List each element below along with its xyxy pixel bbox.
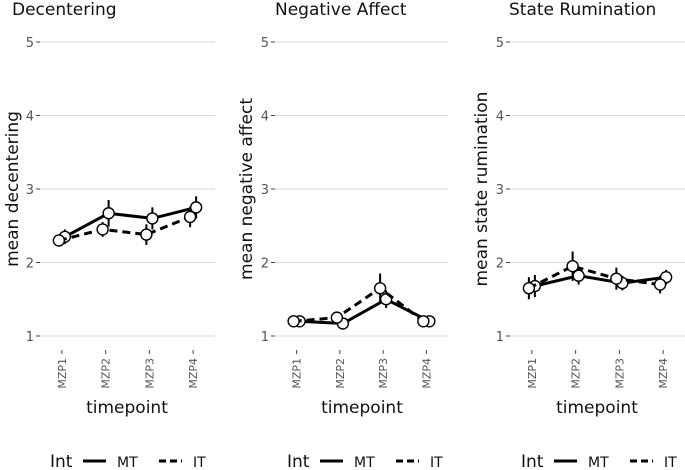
x-tick-label: MZP1 [56,358,69,389]
x-tick-label: MZP1 [526,358,539,389]
legend-label: IT [430,455,443,470]
x-axis-label: timepoint [321,398,403,418]
panel-negative-affect: Negative Affect 1 2 3 4 5 MZP1 MZP2 MZP3 MZP4 mean… [237,0,448,418]
y-tick-label: 3 [26,183,34,198]
legend: Int MT IT [287,452,443,470]
legend-label: MT [117,455,138,470]
y-tick-label: 1 [26,330,34,345]
series-mt [528,266,673,298]
data-point [146,212,159,225]
series-line [58,215,191,242]
data-point [140,228,153,241]
series-line [64,205,197,239]
data-point [610,272,623,285]
x-tick-label: MZP4 [187,358,200,389]
x-tick-label: MZP2 [570,358,583,389]
legend-title: Int [521,452,544,470]
data-point [653,278,667,291]
x-tick-label: MZP4 [657,358,670,389]
x-tick-label: MZP2 [100,358,113,389]
data-point [417,315,430,328]
legend-label: IT [193,455,206,470]
y-axis-label: mean decentering [3,111,23,267]
chart-title: State Rumination [509,0,656,20]
legend: Int MT IT [50,452,206,470]
y-tick-label: 2 [26,257,34,272]
legend-label: MT [354,455,375,470]
data-point [522,282,536,295]
data-point [330,311,344,324]
data-point [183,210,197,224]
y-tick-label: 5 [496,36,504,51]
x-axis-label: timepoint [86,398,168,418]
y-tick-label: 4 [26,110,34,125]
y-tick-label: 4 [496,110,504,125]
data-point [52,234,66,247]
y-tick-label: 5 [26,36,34,51]
y-tick-label: 4 [261,110,269,125]
panel-decentering: Decentering 1 2 3 4 5 MZP1 MZP2 MZP3 MZP4 mean dec… [3,0,215,418]
series-it [522,251,667,300]
x-tick-label: MZP4 [420,358,433,389]
y-tick-label: 5 [261,36,269,51]
panel-state-rumination: State Rumination 1 2 3 4 5 MZP1 MZP2 MZP3 MZP4 mea… [472,0,685,418]
data-point [287,315,300,328]
y-axis-label: mean negative affect [237,98,257,280]
series-it [287,273,430,328]
y-tick-label: 2 [261,257,269,272]
data-point [96,223,109,236]
data-point [373,282,387,295]
data-point [102,207,115,220]
data-point [566,259,579,273]
x-axis-label: timepoint [556,398,638,418]
x-tick-label: MZP2 [334,358,347,389]
x-tick-label: MZP3 [613,358,626,389]
series-line [534,274,667,288]
legend-label: IT [664,455,677,470]
series-line [293,286,425,323]
y-tick-label: 2 [496,257,504,272]
x-tick-label: MZP1 [291,358,304,389]
y-tick-label: 3 [261,183,269,198]
y-tick-label: 1 [496,330,504,345]
series-line [528,264,661,290]
legend-title: Int [287,452,310,470]
series-it [52,206,197,247]
y-tick-label: 1 [261,330,269,345]
legend-title: Int [50,452,73,470]
chart-title: Negative Affect [275,0,407,20]
x-tick-label: MZP3 [377,358,390,389]
legend-label: MT [588,455,609,470]
legend: Int MT IT [521,452,677,470]
x-tick-label: MZP3 [143,358,156,389]
y-axis-label: mean state rumination [472,92,492,287]
series-mt [58,196,203,245]
series-mt [293,290,436,330]
chart-title: Decentering [12,0,117,20]
y-tick-label: 3 [496,183,504,198]
